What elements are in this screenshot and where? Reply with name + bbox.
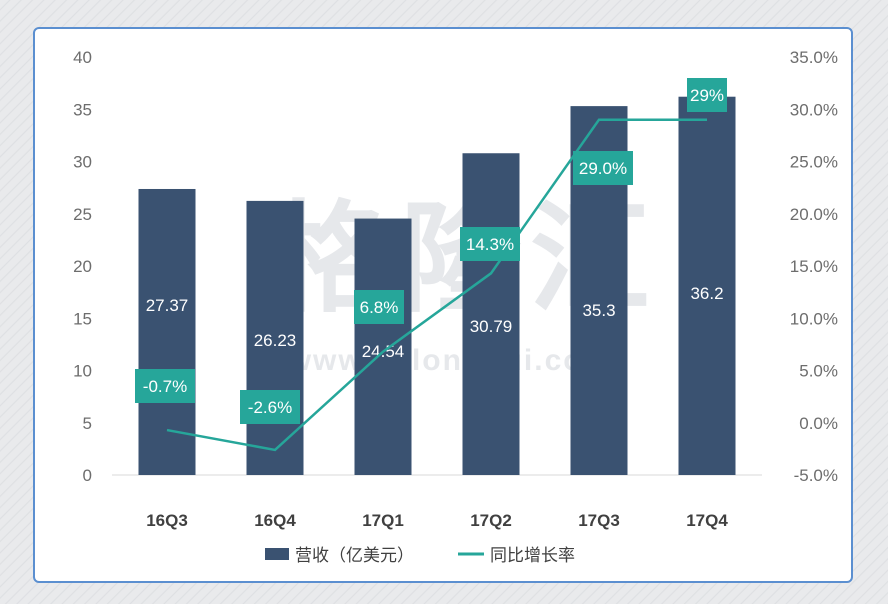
axes: 0 5 10 15 20 25 30 35 40 -5.0% 0.0% 5.0% 10.0% 15.0% 2…	[73, 48, 838, 530]
growth-label-box	[240, 390, 300, 424]
category-label: 17Q4	[686, 511, 728, 530]
bar-value-label: 26.23	[254, 331, 297, 350]
growth-value-label: 29%	[690, 86, 724, 105]
growth-value-label: -0.7%	[143, 377, 187, 396]
bar	[462, 153, 520, 475]
left-tick-label: 10	[73, 362, 92, 381]
bar-value-label: 35.3	[582, 301, 615, 320]
right-tick-label: 20.0%	[790, 205, 838, 224]
left-tick-label: 20	[73, 257, 92, 276]
bar-value-label: 36.2	[690, 284, 723, 303]
growth-label-box	[354, 290, 404, 324]
bar	[354, 218, 412, 475]
growth-line	[166, 118, 707, 452]
bar	[246, 200, 304, 476]
growth-label-box	[687, 78, 727, 112]
watermark-url: www.gelonghui.com	[287, 344, 613, 377]
growth-label-box	[135, 369, 195, 403]
growth-label-box	[573, 151, 633, 185]
category-label: 17Q3	[578, 511, 620, 530]
category-label: 16Q3	[146, 511, 188, 530]
bar	[138, 188, 196, 475]
growth-value-label: 29.0%	[579, 159, 627, 178]
right-tick-label: 5.0%	[799, 362, 838, 381]
legend-bar-swatch	[265, 548, 289, 560]
right-tick-label: 10.0%	[790, 309, 838, 328]
left-tick-label: 5	[83, 414, 92, 433]
left-tick-label: 15	[73, 309, 92, 328]
left-tick-label: 35	[73, 100, 92, 119]
left-tick-label: 0	[83, 466, 92, 485]
left-tick-label: 30	[73, 153, 92, 172]
bar	[678, 96, 736, 476]
category-label: 16Q4	[254, 511, 296, 530]
legend-bar-label: 营收（亿美元）	[295, 546, 414, 565]
right-tick-label: 25.0%	[790, 153, 838, 172]
category-label: 17Q1	[362, 511, 404, 530]
growth-value-label: 6.8%	[360, 298, 399, 317]
growth-value-label: 14.3%	[466, 235, 514, 254]
bar-value-label: 30.79	[470, 317, 513, 336]
legend-line-label: 同比增长率	[490, 546, 575, 565]
bar-value-label: 27.37	[146, 296, 189, 315]
category-label: 17Q2	[470, 511, 512, 530]
left-tick-label: 40	[73, 48, 92, 67]
line-series: -0.7% -2.6% 6.8% 14.3% 29.0% 29%	[135, 78, 727, 452]
right-tick-label: 0.0%	[799, 414, 838, 433]
right-tick-label: 30.0%	[790, 100, 838, 119]
left-tick-label: 25	[73, 205, 92, 224]
right-tick-label: -5.0%	[794, 466, 838, 485]
legend: 营收（亿美元） 同比增长率	[265, 546, 575, 565]
growth-label-box	[460, 227, 520, 261]
growth-value-label: -2.6%	[248, 398, 292, 417]
right-tick-label: 35.0%	[790, 48, 838, 67]
right-tick-label: 15.0%	[790, 257, 838, 276]
